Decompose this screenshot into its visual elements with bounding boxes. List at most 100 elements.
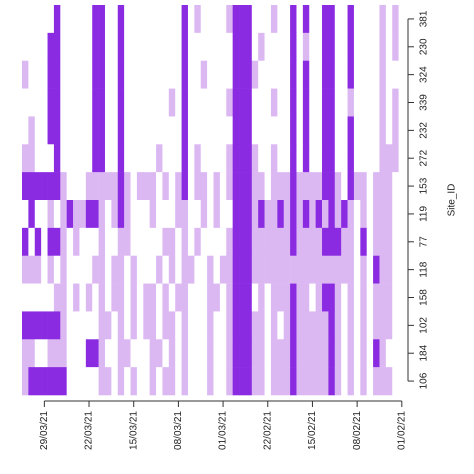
- heatmap-cell: [98, 255, 106, 284]
- heatmap-cell: [85, 227, 93, 257]
- heatmap-cell: [60, 283, 67, 312]
- heatmap-cell: [104, 311, 112, 340]
- heatmap-cell: [66, 311, 74, 340]
- heatmap-cell: [200, 88, 208, 117]
- heatmap-cell: [392, 116, 399, 145]
- heatmap-cell: [143, 144, 150, 173]
- heatmap-cell: [226, 227, 233, 257]
- heatmap-cell: [270, 32, 278, 62]
- heatmap-cell: [232, 200, 240, 229]
- heatmap-cell: [360, 227, 367, 257]
- heatmap-cell: [379, 200, 387, 229]
- heatmap-cell: [34, 339, 42, 368]
- heatmap-cell: [156, 5, 163, 34]
- heatmap-cell: [181, 200, 189, 229]
- heatmap-cell: [347, 5, 355, 34]
- heatmap-cell: [207, 172, 214, 201]
- heatmap-cell: [226, 60, 233, 89]
- heatmap-cell: [264, 283, 272, 312]
- heatmap-cell: [34, 311, 42, 340]
- heatmap-cell: [373, 200, 380, 229]
- heatmap-cell: [34, 144, 42, 173]
- heatmap-cell: [85, 32, 93, 62]
- heatmap-cell: [341, 311, 348, 340]
- heatmap-cell: [187, 339, 195, 368]
- heatmap-cell: [175, 60, 182, 89]
- heatmap-cell: [219, 5, 227, 34]
- heatmap-cell: [187, 88, 195, 117]
- heatmap-cell: [187, 311, 195, 340]
- heatmap-cell: [181, 60, 189, 89]
- heatmap-cell: [207, 32, 214, 62]
- heatmap-cell: [315, 339, 323, 368]
- heatmap-cell: [41, 255, 48, 284]
- heatmap-cell: [136, 339, 144, 368]
- heatmap-cell: [162, 172, 170, 201]
- heatmap-cell: [79, 60, 87, 89]
- heatmap-cell: [22, 172, 29, 201]
- heatmap-cell: [379, 227, 387, 257]
- heatmap-cell: [334, 172, 342, 201]
- heatmap-cell: [187, 32, 195, 62]
- heatmap-cell: [213, 255, 221, 284]
- heatmap-cell: [239, 227, 246, 257]
- heatmap-cell: [200, 116, 208, 145]
- heatmap-cell: [28, 283, 36, 312]
- heatmap-cell: [219, 116, 227, 145]
- heatmap-cell: [366, 5, 374, 34]
- heatmap-cell: [239, 60, 246, 89]
- heatmap-cell: [283, 32, 291, 62]
- heatmap-cell: [251, 200, 259, 229]
- heatmap-cell: [28, 255, 36, 284]
- heatmap-cell: [398, 339, 406, 368]
- heatmap-cell: [187, 367, 195, 396]
- heatmap-cell: [162, 32, 170, 62]
- heatmap-cell: [28, 367, 36, 396]
- y-tick-label: 77: [419, 236, 430, 248]
- heatmap-cell: [200, 200, 208, 229]
- heatmap-cell: [398, 200, 406, 229]
- heatmap-cell: [130, 283, 138, 312]
- heatmap-cell: [66, 5, 74, 34]
- heatmap-cell: [124, 339, 131, 368]
- heatmap-cell: [60, 60, 67, 89]
- heatmap-cell: [111, 227, 119, 257]
- heatmap-cell: [168, 88, 176, 117]
- heatmap-cell: [296, 60, 304, 89]
- heatmap-cell: [379, 32, 387, 62]
- heatmap-cell: [156, 32, 163, 62]
- heatmap-cell: [60, 200, 67, 229]
- heatmap-cell: [66, 144, 74, 173]
- heatmap-cell: [379, 283, 387, 312]
- heatmap-cell: [270, 60, 278, 89]
- heatmap-cell: [60, 32, 67, 62]
- heatmap-cell: [277, 227, 285, 257]
- heatmap-cell: [251, 5, 259, 34]
- heatmap-cell: [130, 227, 138, 257]
- heatmap-cell: [277, 367, 285, 396]
- heatmap-cell: [328, 60, 336, 89]
- heatmap-cell: [207, 311, 214, 340]
- heatmap-cell: [92, 367, 99, 396]
- heatmap-cell: [232, 367, 240, 396]
- heatmap-cell: [200, 283, 208, 312]
- heatmap-cell: [347, 60, 355, 89]
- heatmap-cell: [143, 88, 150, 117]
- heatmap-cell: [124, 255, 131, 284]
- heatmap-cell: [239, 116, 246, 145]
- heatmap-cell: [117, 116, 125, 145]
- heatmap-cell: [302, 255, 310, 284]
- heatmap-cell: [136, 32, 144, 62]
- heatmap-cell: [117, 311, 125, 340]
- heatmap-cell: [136, 283, 144, 312]
- heatmap-cell: [373, 367, 380, 396]
- heatmap-cell: [41, 200, 48, 229]
- heatmap-cell: [392, 32, 399, 62]
- heatmap-cell: [347, 227, 355, 257]
- heatmap-cell: [130, 172, 138, 201]
- heatmap-cell: [124, 88, 131, 117]
- heatmap-cell: [251, 311, 259, 340]
- heatmap-cell: [98, 367, 106, 396]
- heatmap-cell: [136, 172, 144, 201]
- heatmap-cell: [98, 5, 106, 34]
